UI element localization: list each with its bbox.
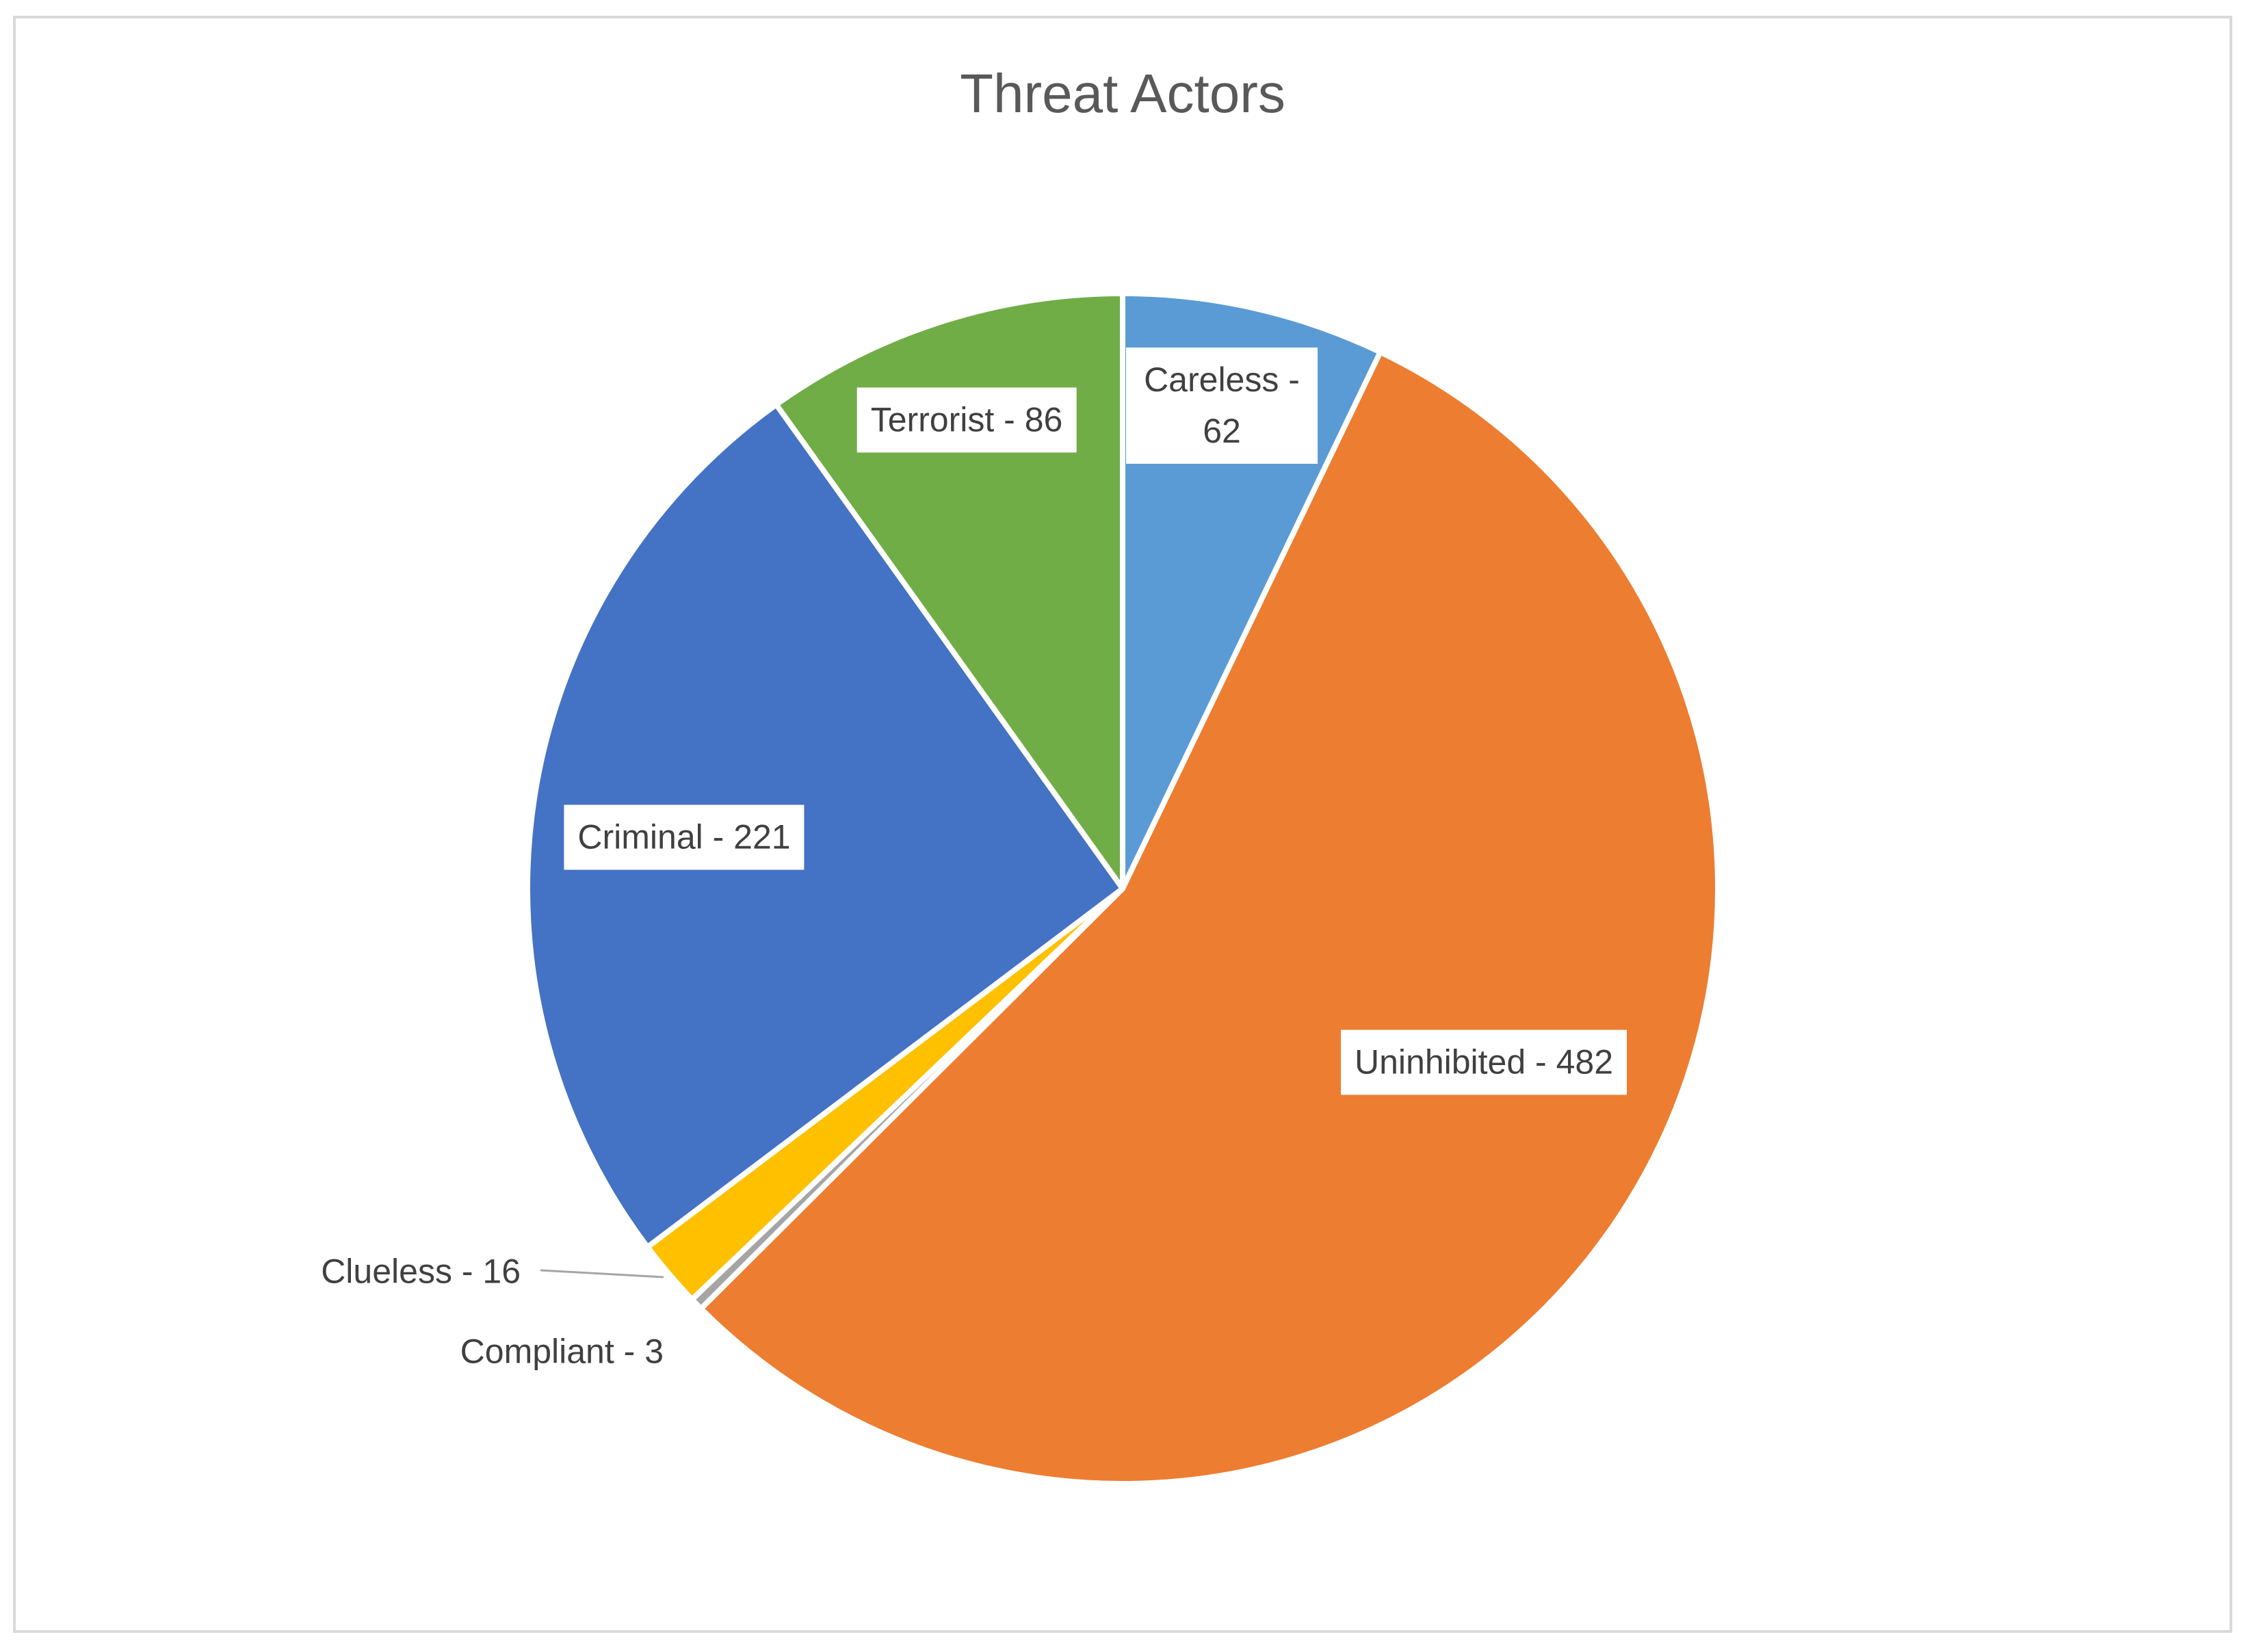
pie-slice	[698, 349, 1721, 1487]
leader-line	[540, 1269, 664, 1279]
chart-title: Threat Actors	[960, 63, 1285, 124]
data-label: Clueless - 16	[321, 1252, 521, 1291]
data-label: Terrorist - 86	[857, 387, 1077, 453]
data-label: Uninhibited - 482	[1340, 1030, 1628, 1095]
data-label: Compliant - 3	[460, 1332, 664, 1371]
data-label: Criminal - 221	[564, 804, 805, 870]
data-label: Careless - 62	[1126, 348, 1318, 464]
pie-slice	[524, 402, 1125, 1250]
